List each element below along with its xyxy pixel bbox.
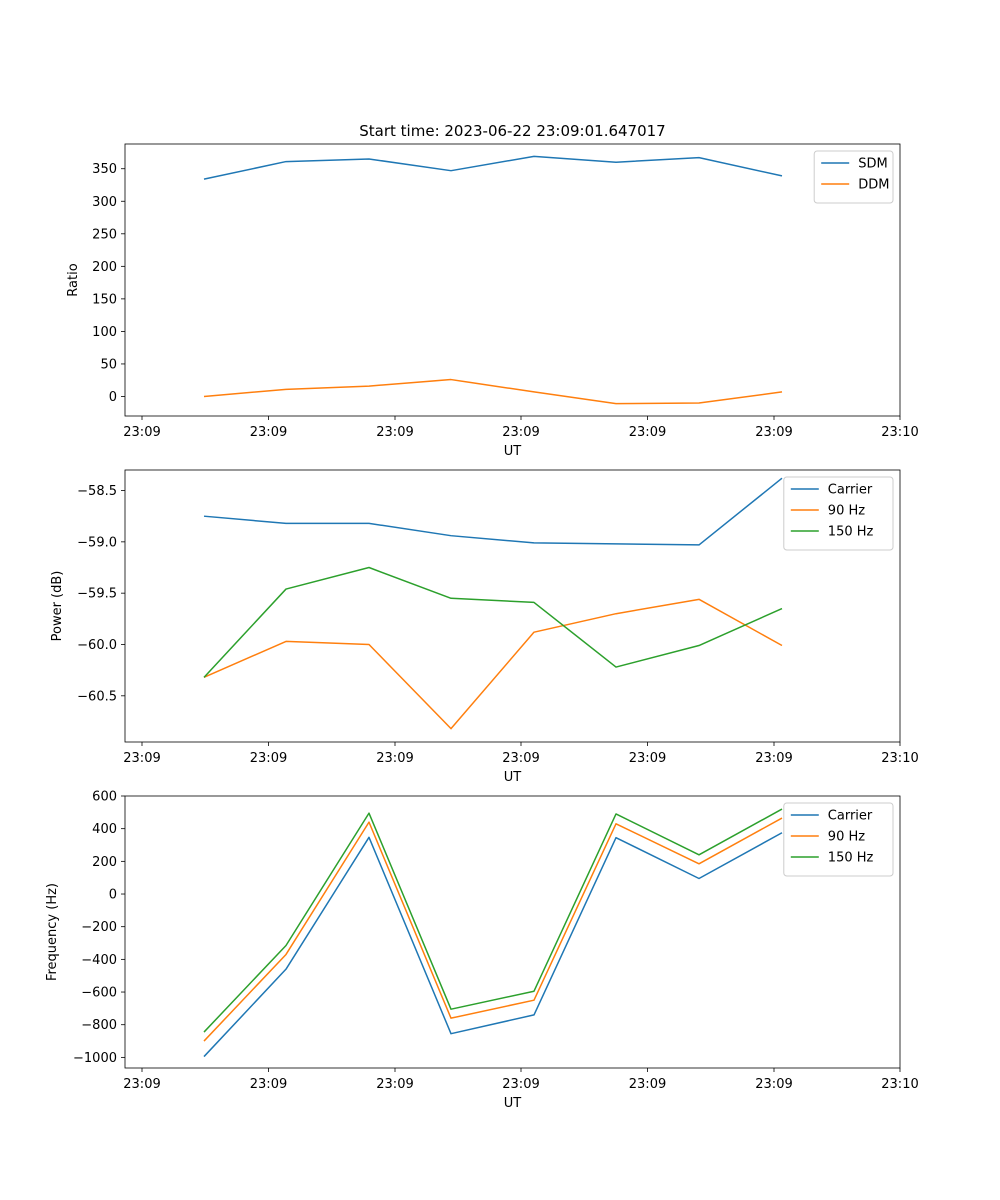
y-tick-label: −1000 — [73, 1051, 117, 1066]
legend: Carrier 90 Hz 150 Hz — [783, 802, 894, 877]
legend-label: 90 Hz — [828, 830, 865, 845]
y-tick-label: 250 — [92, 227, 117, 242]
y-tick-label: −58.5 — [77, 484, 117, 499]
y-tick-label: 50 — [100, 357, 117, 372]
y-tick-label: −600 — [81, 986, 117, 1001]
x-tick-label: 23:09 — [629, 425, 666, 440]
x-axis-label: UT — [504, 770, 522, 785]
y-tick-label: −200 — [81, 920, 117, 935]
x-tick-label: 23:09 — [250, 751, 287, 766]
legend-label: DDM — [858, 178, 889, 193]
x-tick-label: 23:09 — [376, 425, 413, 440]
legend-label: Carrier — [828, 483, 873, 498]
series-line-150-hz — [203, 566, 783, 678]
legend-label: Carrier — [828, 809, 873, 824]
x-tick-label: 23:09 — [123, 425, 160, 440]
y-tick-label: 150 — [92, 292, 117, 307]
x-tick-label: 23:09 — [123, 1077, 160, 1092]
y-tick-label: 600 — [92, 790, 117, 805]
series-line-90-hz — [203, 598, 783, 730]
y-tick-label: −60.0 — [77, 638, 117, 653]
legend: SDM DDM — [813, 150, 894, 204]
x-tick-label: 23:09 — [755, 1077, 792, 1092]
legend-label: 90 Hz — [828, 504, 865, 519]
y-axis-label: Ratio — [66, 263, 81, 296]
legend-box — [813, 150, 894, 204]
x-tick-label: 23:09 — [123, 751, 160, 766]
y-tick-label: −400 — [81, 953, 117, 968]
y-axis-label: Frequency (Hz) — [45, 883, 60, 981]
axes-frame — [124, 469, 901, 743]
y-tick-label: 300 — [92, 195, 117, 210]
chart-panel-2: 23:09 23:09 23:09 23:09 23:09 23:09 23:10 −60.5… — [50, 469, 919, 785]
x-tick-label: 23:10 — [881, 751, 918, 766]
x-tick-label: 23:09 — [629, 1077, 666, 1092]
chart-title: Start time: 2023-06-22 23:09:01.647017 — [359, 122, 665, 140]
x-tick-label: 23:10 — [881, 425, 918, 440]
y-tick-label: 400 — [92, 822, 117, 837]
y-axis-label: Power (dB) — [50, 571, 65, 642]
x-axis-label: UT — [504, 1096, 522, 1111]
legend-label: 150 Hz — [828, 851, 874, 866]
y-tick-label: 200 — [92, 855, 117, 870]
y-tick-label: −800 — [81, 1018, 117, 1033]
x-tick-label: 23:09 — [376, 751, 413, 766]
x-tick-label: 23:09 — [502, 751, 539, 766]
y-tick-label: 0 — [109, 390, 117, 405]
x-axis-label: UT — [504, 444, 522, 459]
y-tick-label: −59.5 — [77, 587, 117, 602]
series-line-ddm — [203, 378, 783, 405]
x-tick-label: 23:09 — [755, 425, 792, 440]
x-tick-label: 23:09 — [629, 751, 666, 766]
series-line-carrier — [203, 477, 783, 546]
y-tick-label: 100 — [92, 325, 117, 340]
legend-label: 150 Hz — [828, 525, 874, 540]
x-tick-label: 23:09 — [502, 425, 539, 440]
x-tick-label: 23:10 — [881, 1077, 918, 1092]
y-tick-label: 0 — [109, 888, 117, 903]
y-tick-label: 350 — [92, 162, 117, 177]
y-tick-label: −59.0 — [77, 535, 117, 550]
legend: Carrier 90 Hz 150 Hz — [783, 476, 894, 551]
series-line-sdm — [203, 155, 783, 180]
chart-panel-3: 23:09 23:09 23:09 23:09 23:09 23:09 23:10 −1000… — [45, 790, 919, 1112]
x-tick-label: 23:09 — [376, 1077, 413, 1092]
legend-label: SDM — [858, 157, 887, 172]
series-line-90-hz — [203, 817, 783, 1042]
x-tick-label: 23:09 — [755, 751, 792, 766]
axes-frame — [124, 795, 901, 1069]
series-line-carrier — [203, 832, 783, 1058]
y-tick-label: −60.5 — [77, 689, 117, 704]
y-tick-label: 200 — [92, 260, 117, 275]
x-tick-label: 23:09 — [250, 425, 287, 440]
axes-frame — [124, 143, 901, 417]
x-tick-label: 23:09 — [502, 1077, 539, 1092]
x-tick-label: 23:09 — [250, 1077, 287, 1092]
series-line-150-hz — [203, 808, 783, 1033]
chart-panel-1: 23:09 23:09 23:09 23:09 23:09 23:09 23:10 0 50 10… — [66, 143, 919, 459]
